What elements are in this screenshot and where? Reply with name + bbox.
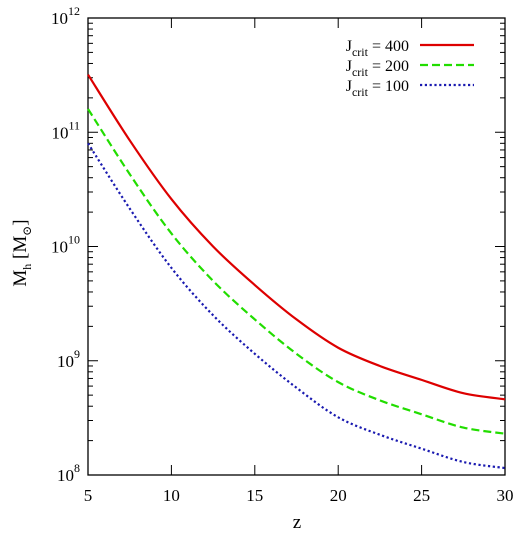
- y-axis-label: Mh [M⊙]: [10, 219, 34, 286]
- y-tick-label: 109: [57, 347, 80, 371]
- series-lines: [87, 73, 506, 470]
- series-line-2: [87, 108, 506, 435]
- x-tick-label: 5: [84, 486, 93, 505]
- x-tick-label: 30: [497, 486, 514, 505]
- series-line-3: [87, 142, 506, 470]
- x-tick-label: 10: [163, 486, 180, 505]
- legend-label-1: Jcrit = 400: [346, 38, 409, 59]
- y-tick-label: 1011: [51, 118, 80, 142]
- y-tick-label: 1010: [51, 233, 80, 257]
- x-tick-label: 15: [246, 486, 263, 505]
- legend-label-3: Jcrit = 100: [346, 78, 409, 99]
- x-axis-label: z: [293, 512, 301, 533]
- plot-area: [87, 17, 506, 476]
- series-line-1: [87, 73, 506, 401]
- x-axis-ticks: 5 10 15 20 25 30: [84, 18, 514, 505]
- x-tick-label: 25: [413, 486, 430, 505]
- y-tick-label: 1012: [51, 4, 80, 28]
- plot-frame: [87, 17, 506, 476]
- y-tick-label: 108: [57, 461, 80, 485]
- legend-label-2: Jcrit = 200: [346, 58, 409, 79]
- y-axis-ticks: 108 109 1010 1011 1012: [51, 4, 505, 485]
- x-tick-label: 20: [330, 486, 347, 505]
